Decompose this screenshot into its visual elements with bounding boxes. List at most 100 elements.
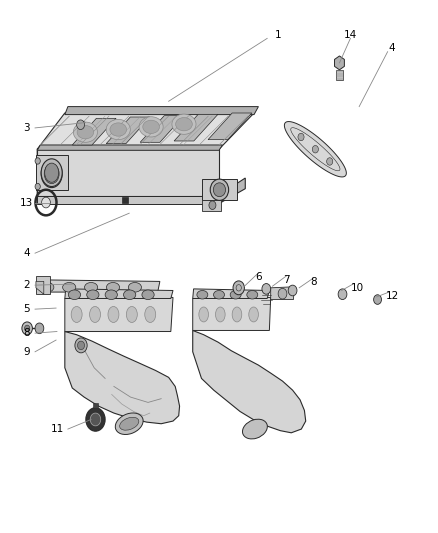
Polygon shape (336, 70, 343, 80)
Polygon shape (208, 113, 252, 140)
Ellipse shape (115, 413, 143, 434)
Polygon shape (202, 200, 221, 211)
Polygon shape (65, 107, 258, 115)
Ellipse shape (243, 419, 267, 439)
Polygon shape (93, 403, 98, 408)
Polygon shape (219, 178, 245, 204)
Ellipse shape (215, 307, 225, 322)
Circle shape (77, 120, 85, 130)
Ellipse shape (213, 183, 226, 197)
Circle shape (75, 338, 87, 353)
Polygon shape (65, 289, 173, 298)
Circle shape (42, 197, 50, 208)
Circle shape (327, 158, 333, 165)
Text: 7: 7 (283, 275, 290, 285)
Ellipse shape (210, 179, 229, 200)
Ellipse shape (108, 306, 119, 322)
Text: 1: 1 (275, 30, 282, 39)
Polygon shape (193, 330, 306, 433)
Text: 14: 14 (344, 30, 357, 39)
Ellipse shape (89, 306, 100, 322)
Ellipse shape (106, 282, 120, 292)
Ellipse shape (105, 290, 117, 300)
Circle shape (298, 133, 304, 141)
Circle shape (209, 201, 216, 209)
Ellipse shape (41, 282, 54, 292)
Polygon shape (193, 289, 269, 298)
Ellipse shape (106, 119, 131, 140)
Ellipse shape (145, 306, 155, 322)
Text: 4: 4 (389, 43, 396, 53)
Polygon shape (106, 117, 150, 144)
Ellipse shape (197, 290, 208, 299)
Text: 3: 3 (23, 123, 30, 133)
Polygon shape (271, 287, 294, 300)
Ellipse shape (214, 290, 224, 299)
Ellipse shape (45, 163, 59, 182)
Polygon shape (78, 122, 84, 127)
Ellipse shape (126, 306, 137, 322)
Ellipse shape (77, 126, 94, 139)
Polygon shape (72, 118, 116, 145)
Ellipse shape (176, 117, 192, 131)
Polygon shape (36, 155, 68, 190)
Circle shape (233, 281, 244, 295)
Ellipse shape (247, 290, 258, 299)
Circle shape (78, 341, 85, 350)
Ellipse shape (41, 160, 62, 188)
Circle shape (262, 284, 271, 294)
Ellipse shape (68, 290, 81, 300)
Ellipse shape (120, 417, 139, 430)
Circle shape (35, 323, 44, 334)
Ellipse shape (63, 282, 76, 292)
Polygon shape (36, 276, 50, 294)
Polygon shape (37, 196, 219, 204)
Circle shape (35, 183, 40, 190)
Ellipse shape (172, 114, 196, 134)
Circle shape (288, 285, 297, 296)
Circle shape (278, 288, 287, 299)
Polygon shape (284, 122, 346, 177)
Text: 9: 9 (23, 347, 30, 357)
Ellipse shape (87, 290, 99, 300)
Polygon shape (65, 332, 180, 424)
Polygon shape (335, 56, 344, 70)
Ellipse shape (41, 159, 62, 187)
Ellipse shape (143, 120, 159, 134)
Polygon shape (140, 116, 184, 142)
Circle shape (338, 289, 347, 300)
Text: 13: 13 (20, 198, 33, 207)
Polygon shape (37, 145, 223, 150)
Ellipse shape (73, 122, 97, 142)
Circle shape (22, 322, 32, 335)
Polygon shape (65, 297, 173, 332)
Circle shape (35, 158, 40, 164)
Ellipse shape (44, 164, 59, 183)
Ellipse shape (124, 290, 136, 300)
Ellipse shape (128, 282, 141, 292)
Polygon shape (37, 280, 160, 292)
Ellipse shape (199, 307, 208, 322)
Polygon shape (37, 125, 65, 204)
Text: 6: 6 (255, 272, 262, 282)
Circle shape (25, 325, 30, 332)
Ellipse shape (110, 123, 127, 136)
Ellipse shape (232, 307, 242, 322)
Text: 8: 8 (310, 278, 317, 287)
Polygon shape (202, 179, 237, 200)
Ellipse shape (71, 306, 82, 322)
Text: 5: 5 (23, 304, 30, 314)
Ellipse shape (85, 282, 98, 292)
Text: 2: 2 (23, 280, 30, 290)
Circle shape (374, 295, 381, 304)
Circle shape (86, 408, 105, 431)
Polygon shape (193, 297, 271, 330)
Text: 12: 12 (385, 291, 399, 301)
Text: 10: 10 (350, 283, 364, 293)
Circle shape (312, 146, 318, 153)
Text: 4: 4 (23, 248, 30, 258)
Text: 11: 11 (50, 424, 64, 434)
Ellipse shape (230, 290, 241, 299)
Text: 8: 8 (23, 328, 30, 338)
Circle shape (90, 413, 101, 426)
